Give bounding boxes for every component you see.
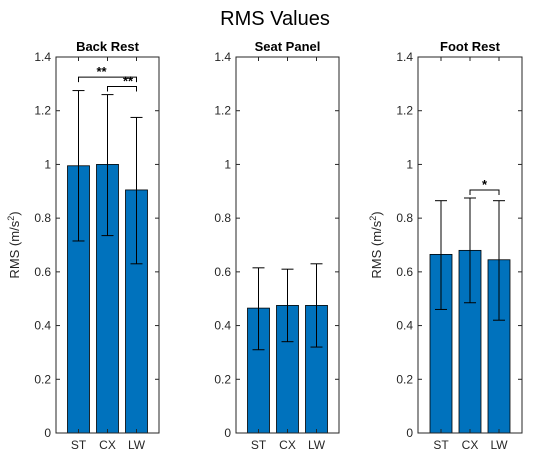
y-tick-label: 1.4 — [214, 50, 231, 64]
x-tick-label: CX — [99, 438, 116, 452]
y-tick-label: 0.6 — [214, 265, 231, 279]
significance-label: * — [482, 177, 488, 192]
y-tick-label: 0 — [44, 426, 51, 440]
significance-label: ** — [123, 74, 134, 89]
y-tick-label: 0.2 — [396, 372, 413, 386]
y-tick-label: 0.8 — [214, 211, 231, 225]
x-tick-label: CX — [462, 438, 479, 452]
y-tick-label: 1.4 — [34, 50, 51, 64]
y-tick-label: 0 — [406, 426, 413, 440]
y-tick-label: 0.4 — [396, 319, 413, 333]
x-tick-label: ST — [71, 438, 87, 452]
y-tick-label: 1 — [224, 157, 231, 171]
y-tick-label: 0.4 — [34, 319, 51, 333]
y-tick-label: 0.6 — [34, 265, 51, 279]
significance-bracket — [78, 76, 137, 83]
y-tick-label: 0.8 — [396, 211, 413, 225]
y-tick-label: 1.2 — [34, 104, 51, 118]
y-tick-label: 0.2 — [34, 372, 51, 386]
x-tick-label: LW — [490, 438, 508, 452]
x-tick-label: LW — [308, 438, 326, 452]
x-tick-label: CX — [279, 438, 296, 452]
y-tick-label: 0 — [224, 426, 231, 440]
x-tick-label: LW — [128, 438, 146, 452]
x-tick-label: ST — [433, 438, 449, 452]
panel-title: Foot Rest — [440, 39, 501, 54]
significance-label: ** — [96, 64, 107, 79]
panel-title: Seat Panel — [255, 39, 321, 54]
y-tick-label: 1.2 — [214, 104, 231, 118]
y-tick-label: 1 — [44, 157, 51, 171]
y-axis-label: RMS (m/s2) — [368, 211, 384, 278]
y-tick-label: 1.4 — [396, 50, 413, 64]
y-tick-label: 0.6 — [396, 265, 413, 279]
y-tick-label: 0.4 — [214, 319, 231, 333]
y-tick-label: 0.2 — [214, 372, 231, 386]
y-axis-label: RMS (m/s2) — [6, 211, 22, 278]
significance-bracket — [469, 189, 500, 195]
y-tick-label: 1 — [406, 157, 413, 171]
y-tick-label: 0.8 — [34, 211, 51, 225]
y-tick-label: 1.2 — [396, 104, 413, 118]
x-tick-label: ST — [251, 438, 267, 452]
figure-title: RMS Values — [220, 8, 330, 30]
significance-bracket — [107, 86, 137, 92]
panel-title: Back Rest — [76, 39, 140, 54]
